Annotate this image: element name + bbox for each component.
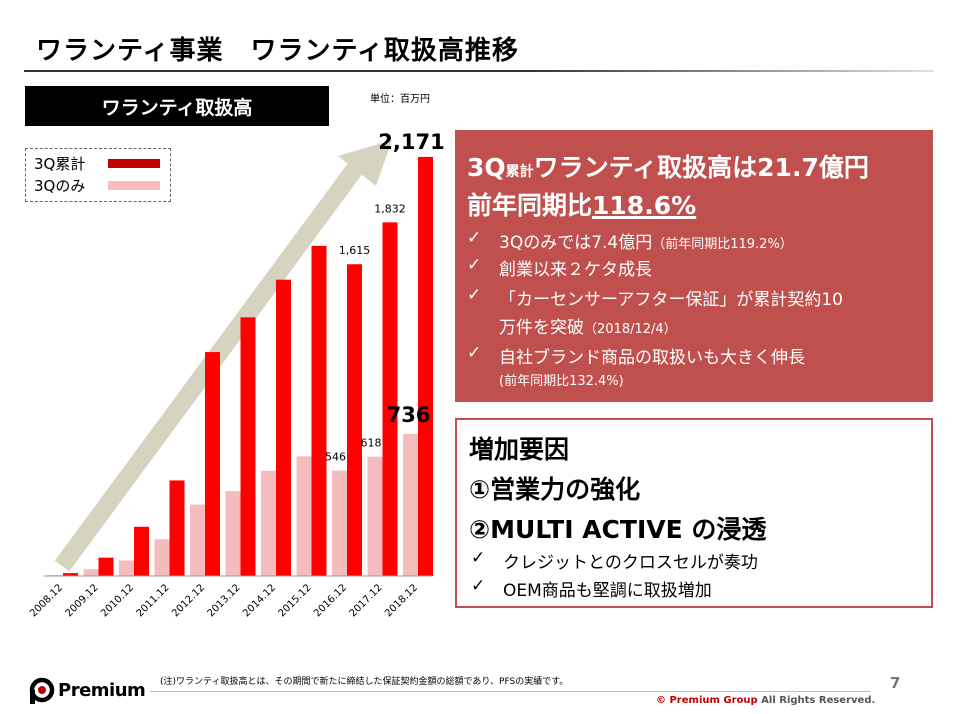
title-divider bbox=[24, 70, 934, 72]
bar-cumulative bbox=[418, 156, 433, 577]
premium-logo-icon bbox=[29, 677, 55, 704]
data-label: 736 bbox=[387, 403, 431, 427]
bar-cumulative bbox=[169, 480, 185, 576]
highlight-yoy: 前年同期比118.6% bbox=[467, 191, 697, 220]
factors-box: 増加要因 ①営業力の強化 ②MULTI ACTIVE の浸透 ✓ クレジットとの… bbox=[455, 418, 933, 608]
bar-cumulative bbox=[347, 264, 362, 576]
bar-quarter bbox=[403, 433, 418, 576]
bar-quarter bbox=[261, 470, 276, 576]
x-tick-label: 2016.12 bbox=[312, 582, 349, 619]
chart-legend: 3Q累計 3Qのみ bbox=[25, 148, 171, 202]
bar-cumulative bbox=[276, 279, 291, 576]
page-number: 7 bbox=[890, 674, 901, 692]
bar-quarter bbox=[119, 560, 134, 576]
growth-arrow-head bbox=[338, 140, 392, 186]
bar-cumulative bbox=[382, 222, 398, 576]
unit-label: 単位：百万円 bbox=[370, 94, 430, 105]
bar-quarter bbox=[225, 491, 241, 576]
bar-chart: 2008.122009.122010.122011.122012.122013.… bbox=[28, 130, 445, 619]
bar-cumulative bbox=[98, 557, 114, 576]
x-tick-label: 2018.12 bbox=[383, 582, 420, 619]
footnote: (注)ワランティ取扱高とは、その期間で新たに締結した保証契約金額の総額であり、P… bbox=[160, 677, 569, 687]
data-label: 618 bbox=[361, 437, 382, 450]
x-tick-label: 2012.12 bbox=[170, 582, 207, 619]
factor-sales: ①営業力の強化 bbox=[469, 475, 641, 504]
x-tick-label: 2011.12 bbox=[135, 582, 172, 619]
copyright: © Premium Group All Rights Reserved. bbox=[656, 695, 876, 706]
bar-cumulative bbox=[205, 352, 220, 576]
x-tick-label: 2015.12 bbox=[277, 582, 314, 619]
bar-cumulative bbox=[311, 245, 327, 577]
bar-quarter bbox=[332, 470, 347, 576]
highlight-box: 3Q累計ワランティ取扱高は21.7億円 前年同期比118.6% ✓ 3Qのみでは… bbox=[455, 130, 933, 402]
bar-cumulative bbox=[240, 317, 256, 576]
bar-cumulative bbox=[63, 573, 78, 576]
legend-swatch-cumulative bbox=[108, 159, 160, 168]
legend-swatch-quarter bbox=[108, 181, 160, 190]
data-label: 1,832 bbox=[374, 202, 406, 215]
data-label: 1,615 bbox=[339, 244, 371, 257]
x-tick-label: 2010.12 bbox=[99, 582, 136, 619]
section-label: ワランティ取扱高 bbox=[25, 86, 329, 126]
bar-quarter bbox=[154, 539, 170, 576]
factors-title: 増加要因 bbox=[469, 435, 570, 464]
bar-quarter bbox=[367, 456, 383, 576]
bar-quarter bbox=[296, 456, 312, 576]
bar-quarter bbox=[83, 569, 99, 576]
legend-label-cumulative: 3Q累計 bbox=[34, 154, 86, 173]
x-tick-label: 2009.12 bbox=[64, 582, 101, 619]
page-title: ワランティ事業 ワランティ取扱高推移 bbox=[36, 36, 519, 66]
premium-logo-text: Premium bbox=[58, 680, 146, 701]
bar-cumulative bbox=[134, 526, 149, 576]
x-tick-label: 2017.12 bbox=[348, 582, 385, 619]
x-tick-label: 2014.12 bbox=[241, 582, 278, 619]
highlight-headline: 3Q累計ワランティ取扱高は21.7億円 bbox=[467, 153, 869, 182]
legend-label-quarter: 3Qのみ bbox=[34, 176, 86, 195]
x-tick-label: 2008.12 bbox=[28, 582, 65, 619]
factor-multi-active: ②MULTI ACTIVE の浸透 bbox=[469, 515, 767, 544]
data-label: 546 bbox=[325, 451, 346, 464]
data-label: 2,171 bbox=[378, 130, 444, 154]
footer-divider bbox=[150, 691, 870, 692]
bar-quarter bbox=[190, 504, 205, 576]
x-tick-label: 2013.12 bbox=[206, 582, 243, 619]
